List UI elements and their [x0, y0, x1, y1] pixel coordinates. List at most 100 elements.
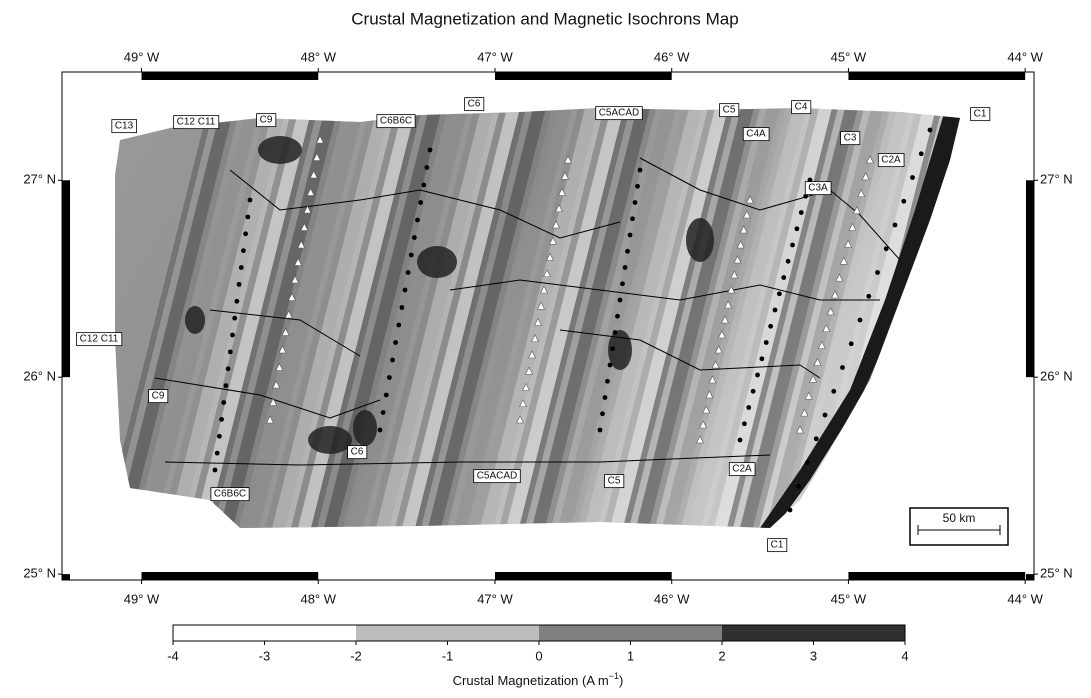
- isochron-pick: [269, 397, 278, 406]
- isochron-label-box: [111, 119, 138, 134]
- isochron-pick: [910, 175, 915, 180]
- isochron-label-box: [148, 389, 169, 404]
- isochron-pick: [809, 374, 818, 383]
- isochron-pick: [852, 205, 861, 214]
- isochron-label-box: [173, 115, 220, 130]
- isochron-pick: [281, 327, 290, 336]
- isochron-pick: [741, 421, 747, 427]
- isochron-pick: [796, 483, 802, 489]
- isochron-pick: [393, 340, 399, 345]
- isochron-label-box: [767, 538, 788, 553]
- magnetization-stripe: [620, 108, 736, 528]
- isochron-label-box: [210, 487, 250, 502]
- isochron-pick: [901, 198, 907, 204]
- isochron-pick: [418, 200, 424, 205]
- magnetization-stripe: [581, 108, 704, 528]
- isochron-pick: [835, 273, 844, 282]
- isochron-pick: [421, 182, 427, 188]
- isochron-label-box: [970, 107, 991, 122]
- isochron-pick: [316, 135, 324, 144]
- magnetization-stripe: [724, 108, 840, 528]
- dark-anomaly: [417, 246, 457, 278]
- isochron-pick: [291, 275, 299, 284]
- isochron-label: C5ACAD: [599, 108, 640, 119]
- isochron-pick: [294, 257, 303, 266]
- isochron-pick: [241, 248, 246, 254]
- magnetization-stripe: [152, 108, 268, 528]
- isochron-pick: [625, 248, 630, 254]
- isochron-pick: [746, 195, 754, 204]
- isochron-label-box: [473, 469, 521, 484]
- isochron-pick: [794, 226, 800, 232]
- magnetization-stripe: [256, 108, 372, 528]
- isochron-pick: [427, 147, 433, 153]
- isochron-pick: [312, 152, 321, 161]
- isochron-pick: [717, 330, 726, 339]
- isochron-pick: [402, 287, 408, 293]
- isochron-pick: [610, 346, 615, 352]
- colorbar-tick-label: 4: [901, 648, 908, 663]
- isochron-label: C5: [608, 476, 621, 487]
- isochron-pick: [733, 255, 742, 264]
- magnetization-stripe: [373, 108, 496, 528]
- isochron-pick: [424, 165, 430, 170]
- isochron-pick: [721, 315, 729, 324]
- isochron-label-box: [464, 97, 485, 112]
- isochron-label: C1: [771, 540, 784, 551]
- isochron-pick: [813, 436, 819, 442]
- colorbar-tick-label: 1: [627, 648, 634, 663]
- isochron-label: C5: [723, 105, 736, 116]
- isochron-label: C6B6C: [214, 489, 246, 500]
- isochron-pick: [522, 382, 530, 391]
- isochron-pick: [272, 380, 281, 389]
- isochron-pick: [798, 210, 804, 215]
- lon-tick-label: 49° W: [124, 591, 160, 606]
- lon-tick-label: 45° W: [831, 591, 867, 606]
- isochron-pick: [561, 171, 569, 180]
- magnetization-stripe: [282, 108, 398, 528]
- isochron-label: C13: [115, 121, 134, 132]
- isochron-pick: [759, 356, 765, 362]
- isochron-label: C3A: [808, 183, 828, 194]
- frame-bar: [62, 180, 70, 378]
- magnetization-stripe: [737, 108, 860, 528]
- frame-bar: [494, 572, 672, 580]
- scale-label: 50 km: [943, 511, 976, 525]
- magnetization-stripe: [503, 108, 626, 528]
- colorbar-tick-label: -3: [259, 648, 271, 663]
- margin-band: [760, 110, 960, 528]
- magnetization-stripe: [555, 108, 678, 528]
- colorbar-class: [722, 625, 905, 641]
- frame-bar: [141, 572, 319, 580]
- scale-box: [909, 507, 1009, 546]
- lon-tick-label: 46° W: [654, 591, 690, 606]
- magnetization-stripe: [750, 108, 866, 528]
- isochron-pick: [236, 281, 242, 287]
- magnetization-stripe: [165, 108, 288, 528]
- colorbar-tick-label: 2: [718, 648, 725, 663]
- isochron-pick: [848, 341, 854, 347]
- lat-tick-label: 25° N: [1040, 566, 1073, 581]
- isochron-pick: [785, 258, 791, 264]
- isochron-label: C9: [152, 391, 165, 402]
- isochron-label: C4: [795, 102, 808, 113]
- isochron-pick: [755, 372, 760, 378]
- isochron-pick: [408, 252, 414, 258]
- isochron-pick: [405, 270, 411, 275]
- lon-tick-label: 44° W: [1007, 591, 1043, 606]
- isochron-pick: [714, 345, 723, 354]
- isochron-pick: [635, 183, 640, 189]
- lat-tick-label: 26° N: [1040, 369, 1073, 384]
- isochron-pick: [543, 269, 551, 278]
- isochron-label-box: [877, 153, 905, 168]
- isochron-pick: [730, 270, 739, 279]
- isochron-pick: [564, 155, 572, 164]
- ship-track: [209, 309, 361, 357]
- magnetization-stripe: [607, 108, 730, 528]
- colorbar-label: Crustal Magnetization (A m−1): [453, 671, 624, 688]
- lon-tick-label: 48° W: [300, 591, 336, 606]
- isochron-pick: [696, 435, 704, 444]
- dark-anomaly: [353, 410, 377, 446]
- isochron-label-box: [76, 332, 123, 347]
- isochron-pick: [796, 425, 804, 434]
